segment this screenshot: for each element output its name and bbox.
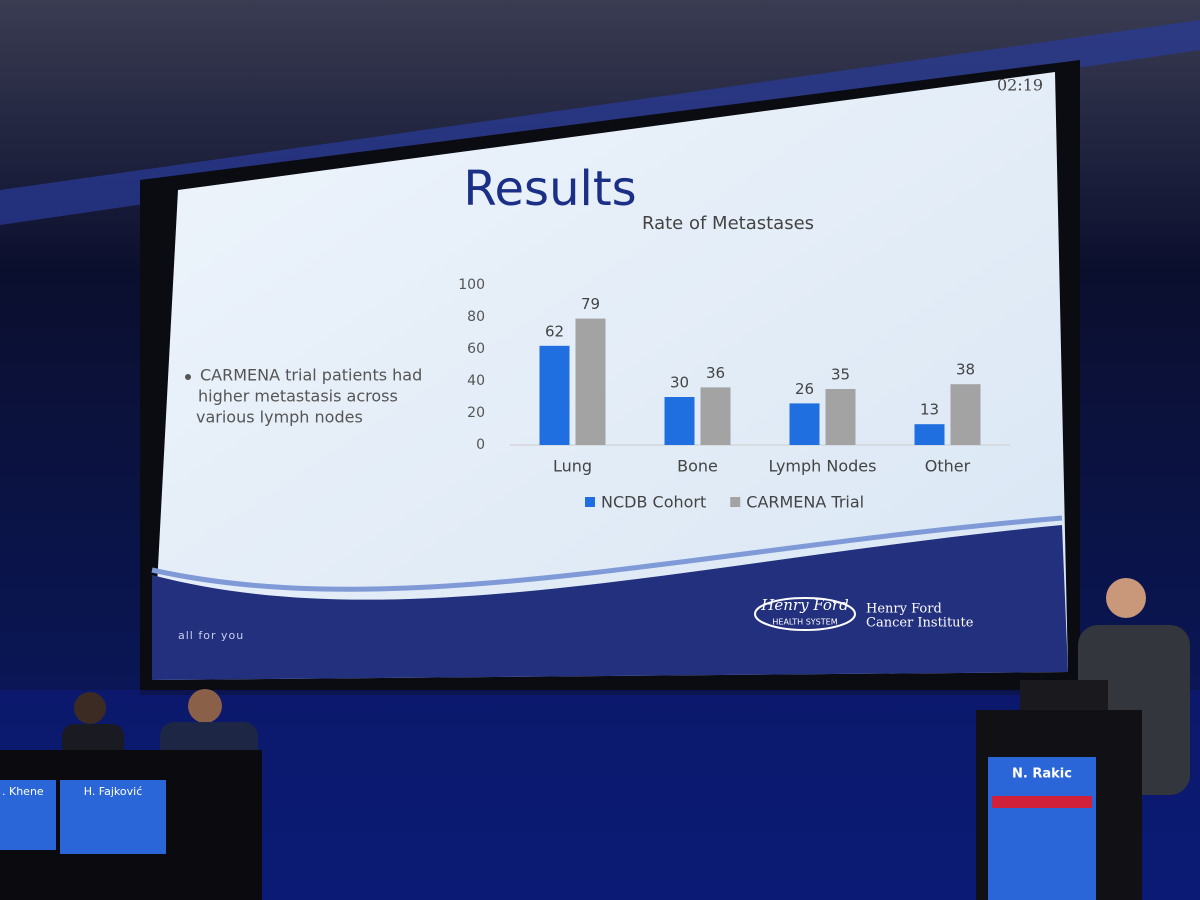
laptop: [1020, 680, 1108, 710]
x-tick-label: Bone: [677, 457, 718, 476]
bar: [950, 384, 981, 445]
chart-title: Rate of Metastases: [642, 213, 814, 234]
bullet-line: CARMENA trial patients had: [200, 366, 422, 385]
logo-sub: HEALTH SYSTEM: [772, 618, 837, 627]
legend-swatch: [585, 497, 595, 507]
speaker-name: N. Rakic: [1012, 767, 1072, 782]
panelist-head: [74, 692, 106, 724]
podium-card: [988, 757, 1096, 900]
logo-ring: [754, 597, 856, 631]
data-label: 79: [581, 295, 600, 313]
name-card: [0, 780, 56, 850]
x-tick-label: Other: [925, 457, 971, 476]
logo-script: Henry Ford: [760, 596, 848, 614]
data-label: 38: [956, 361, 975, 379]
x-tick-label: Lymph Nodes: [769, 457, 877, 476]
institute-name: Cancer Institute: [866, 616, 974, 631]
data-label: 30: [670, 374, 689, 392]
slide-title: Results: [463, 161, 636, 217]
name-card-text: H. Fajković: [84, 785, 143, 798]
slide-band: [152, 525, 1068, 680]
y-tick-label: 60: [467, 341, 485, 357]
bar: [825, 389, 856, 445]
legend-label: CARMENA Trial: [746, 493, 864, 512]
y-tick-label: 0: [476, 437, 485, 453]
data-label: 62: [545, 322, 564, 340]
institute-name: Henry Ford: [866, 602, 942, 617]
data-label: 26: [795, 380, 814, 398]
timer: 02:19: [997, 76, 1043, 95]
bar: [789, 403, 820, 445]
y-tick-label: 40: [467, 373, 485, 389]
data-label: 36: [706, 364, 725, 382]
bar: [914, 424, 945, 445]
podium-stripe: [992, 796, 1092, 808]
panelist-head: [188, 689, 222, 723]
legend-label: NCDB Cohort: [601, 493, 706, 512]
y-tick-label: 20: [467, 405, 485, 421]
bar: [664, 397, 695, 445]
y-tick-label: 80: [467, 309, 485, 325]
speaker-head: [1106, 578, 1146, 618]
y-tick-label: 100: [458, 277, 485, 293]
bar: [700, 387, 731, 445]
bar: [575, 318, 606, 445]
bar: [539, 345, 570, 445]
bullet-dot: [185, 374, 191, 380]
chart: 0 20 40 60 80 100 Lung 62 79 Bone 30 36 Lymph Nodes 2…: [458, 277, 1010, 512]
slide: [152, 72, 1068, 680]
data-label: 13: [920, 401, 939, 419]
slide-wave: [151, 515, 1063, 592]
bullet-line: higher metastasis across: [198, 387, 398, 406]
slide-footer: all for you: [178, 629, 244, 642]
legend-swatch: [730, 497, 741, 507]
data-label: 35: [831, 366, 850, 384]
bullet-line: various lymph nodes: [196, 408, 363, 427]
name-card: [60, 780, 166, 854]
x-tick-label: Lung: [553, 457, 592, 476]
name-card-text: . Khene: [2, 785, 44, 798]
